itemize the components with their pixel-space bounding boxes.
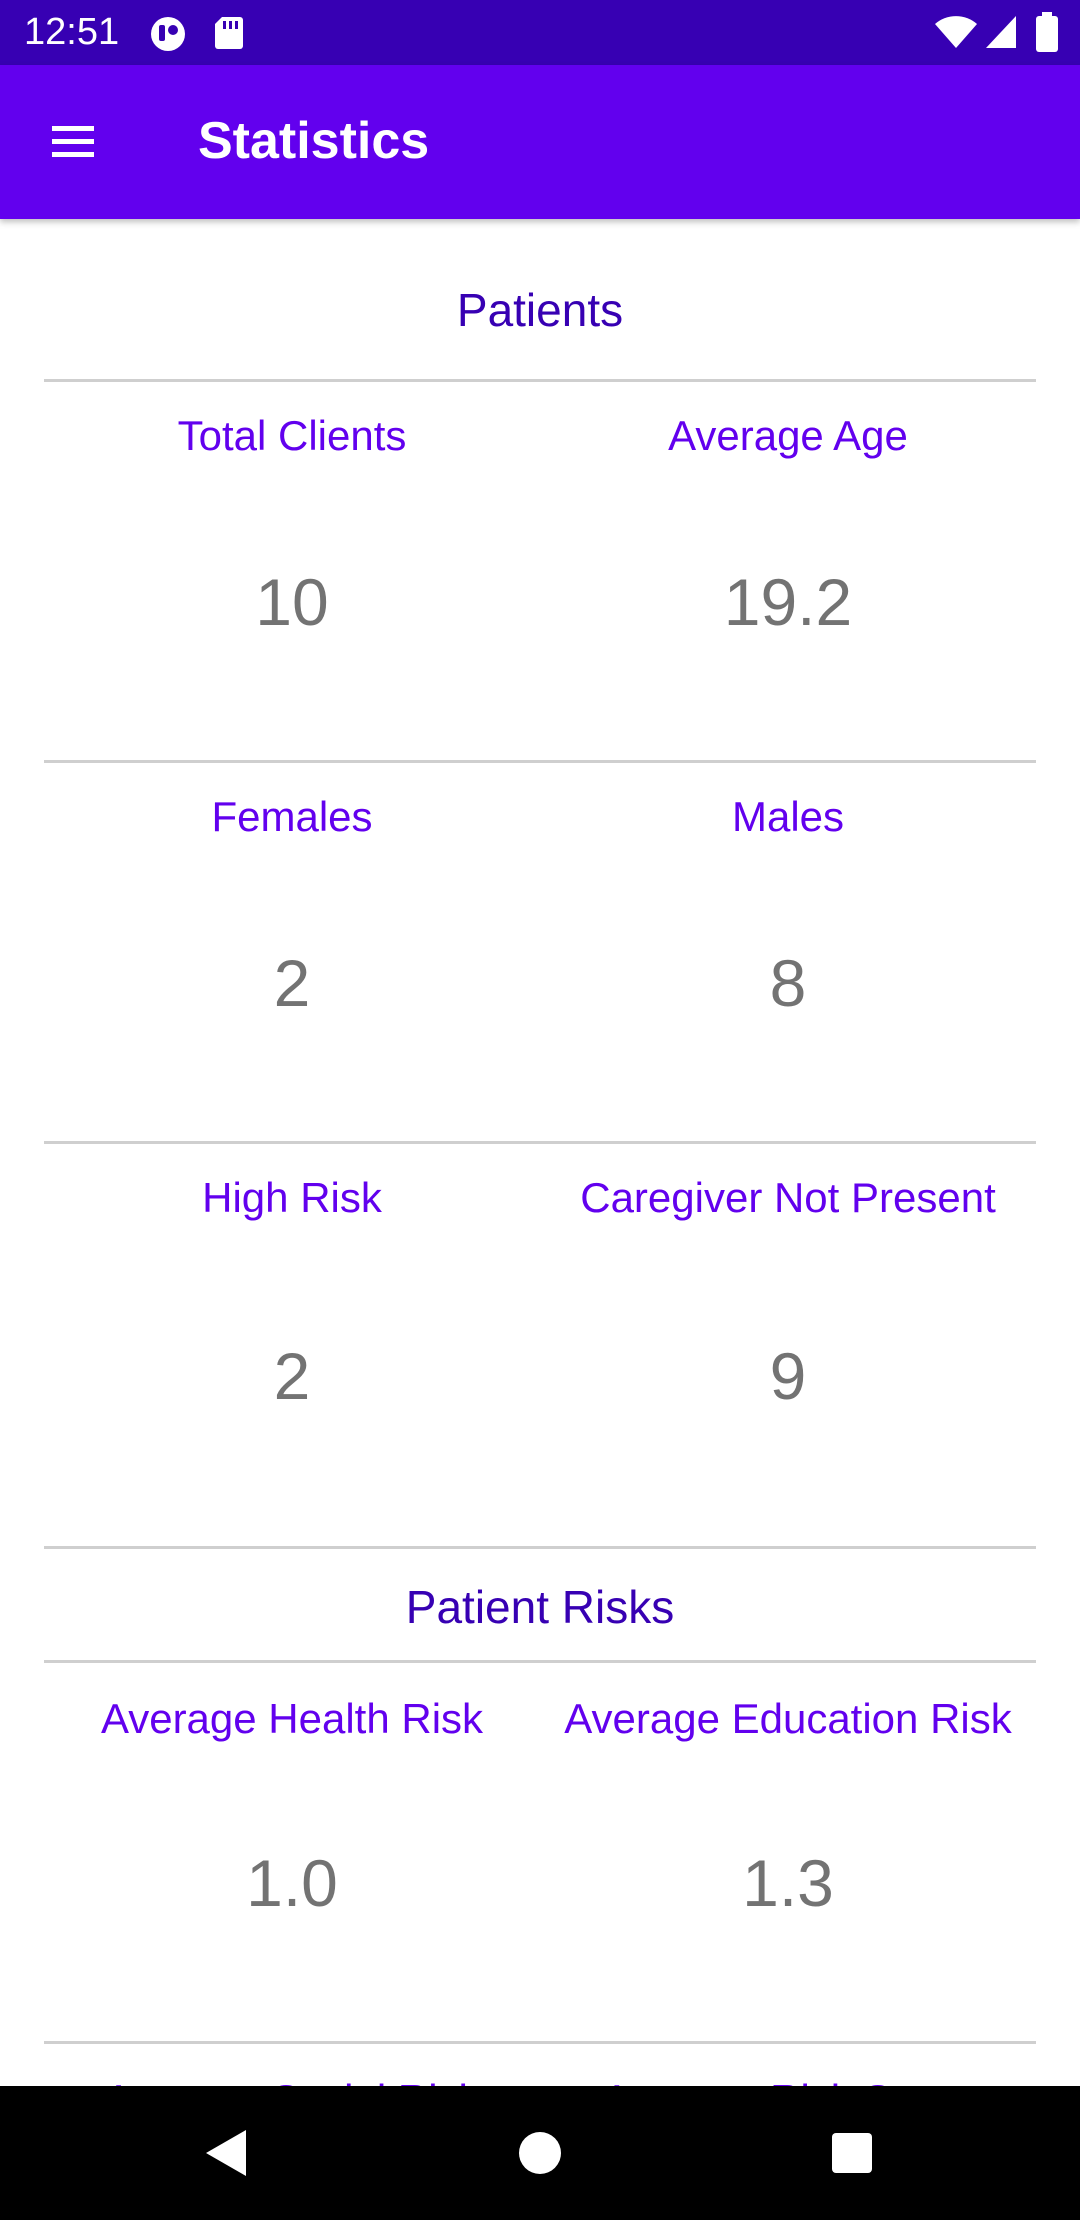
section-title-patients: Patients (456, 284, 624, 336)
males-label: Males (731, 793, 845, 840)
high-risk-value: 2 (273, 1339, 311, 1413)
average-health-risk-label: Average Health Risk (100, 1695, 484, 1742)
menu-button[interactable] (32, 102, 112, 182)
high-risk-label: High Risk (202, 1174, 382, 1221)
back-icon[interactable] (200, 2125, 256, 2181)
males-value: 8 (769, 946, 807, 1020)
average-social-risk-label: Average Social Risk (44, 2075, 540, 2086)
average-education-risk-value: 1.3 (742, 1846, 834, 1920)
average-health-risk-value: 1.0 (246, 1846, 338, 1920)
notification-icon (151, 17, 185, 51)
average-risk-score-label: Average Risk Score (540, 2075, 1036, 2086)
caregiver-not-present-value: 9 (769, 1339, 807, 1413)
divider (44, 379, 1036, 382)
home-icon[interactable] (512, 2125, 568, 2181)
cellular-signal-icon (986, 16, 1016, 48)
divider (44, 1546, 1036, 1549)
caregiver-not-present-label: Caregiver Not Present (580, 1174, 996, 1221)
sd-card-icon (215, 17, 243, 49)
statistics-content[interactable]: Patients Total Clients Average Age 10 19… (0, 219, 1080, 2086)
total-clients-label: Total Clients (177, 412, 407, 459)
divider (44, 2041, 1036, 2044)
battery-icon (1036, 12, 1058, 52)
wifi-icon (935, 16, 977, 48)
divider (44, 760, 1036, 763)
average-age-value: 19.2 (723, 565, 853, 639)
total-clients-value: 10 (255, 565, 329, 639)
navigation-bar (0, 2086, 1080, 2220)
status-bar: 12:51 (0, 0, 1080, 65)
females-label: Females (211, 793, 373, 840)
divider (44, 1141, 1036, 1144)
status-time: 12:51 (24, 11, 120, 53)
females-value: 2 (273, 946, 311, 1020)
section-title-patient-risks: Patient Risks (405, 1581, 675, 1633)
menu-icon (52, 126, 94, 157)
app-bar: Statistics (0, 65, 1080, 219)
page-title: Statistics (198, 112, 430, 170)
recents-icon[interactable] (824, 2125, 880, 2181)
average-education-risk-label: Average Education Risk (564, 1695, 1012, 1742)
average-age-label: Average Age (668, 412, 908, 459)
divider (44, 1660, 1036, 1663)
